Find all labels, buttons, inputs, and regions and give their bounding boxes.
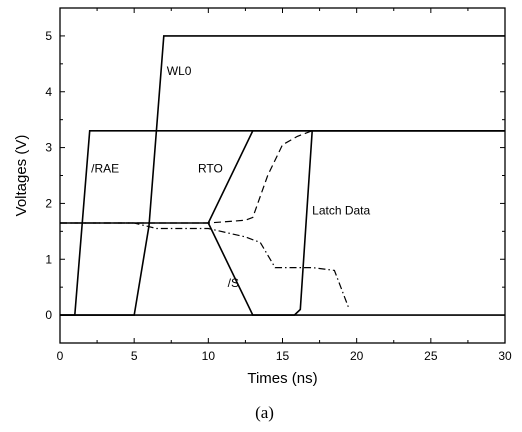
x-tick-label: 30 bbox=[498, 349, 512, 363]
x-tick-label: 20 bbox=[350, 349, 364, 363]
plot-frame bbox=[59, 7, 506, 344]
y-tick-label: 5 bbox=[45, 29, 52, 43]
annotation-label: Latch Data bbox=[312, 204, 370, 218]
annotation-label: /RAE bbox=[91, 162, 119, 176]
y-tick-label: 1 bbox=[45, 252, 52, 266]
annotation-layer: WL0/RAE RTO Latch Data/S bbox=[91, 64, 370, 290]
series-line-rto-2 bbox=[60, 130, 505, 224]
series-line-unlabeled-dashdot-6 bbox=[60, 222, 350, 310]
x-tick-label: 25 bbox=[424, 349, 438, 363]
annotation-label: RTO bbox=[198, 162, 223, 176]
y-tick-label: 2 bbox=[45, 196, 52, 210]
x-tick-label: 5 bbox=[131, 349, 138, 363]
x-tick-label: 15 bbox=[276, 349, 290, 363]
x-axis-title: Times (ns) bbox=[247, 370, 317, 387]
y-tick-label: 0 bbox=[45, 308, 52, 322]
figure-caption: (a) bbox=[255, 403, 274, 422]
series-layer bbox=[60, 35, 505, 316]
series-line-s-3 bbox=[207, 222, 505, 316]
labels-layer: 0 5 10 15 20 25 30 0 1 2 3 4 5 bbox=[45, 29, 512, 363]
annotation-label: WL0 bbox=[167, 64, 192, 78]
x-tick-label: 0 bbox=[57, 349, 64, 363]
y-tick-label: 4 bbox=[45, 85, 52, 99]
ticks-layer bbox=[59, 7, 506, 344]
y-tick-label: 3 bbox=[45, 141, 52, 155]
annotation-label: /S bbox=[228, 276, 239, 290]
x-tick-label: 10 bbox=[202, 349, 216, 363]
series-line-unlabeled-dashed-5 bbox=[60, 130, 505, 224]
series-line-wl0-1 bbox=[60, 35, 505, 316]
y-axis-title: Voltages (V) bbox=[13, 135, 30, 217]
